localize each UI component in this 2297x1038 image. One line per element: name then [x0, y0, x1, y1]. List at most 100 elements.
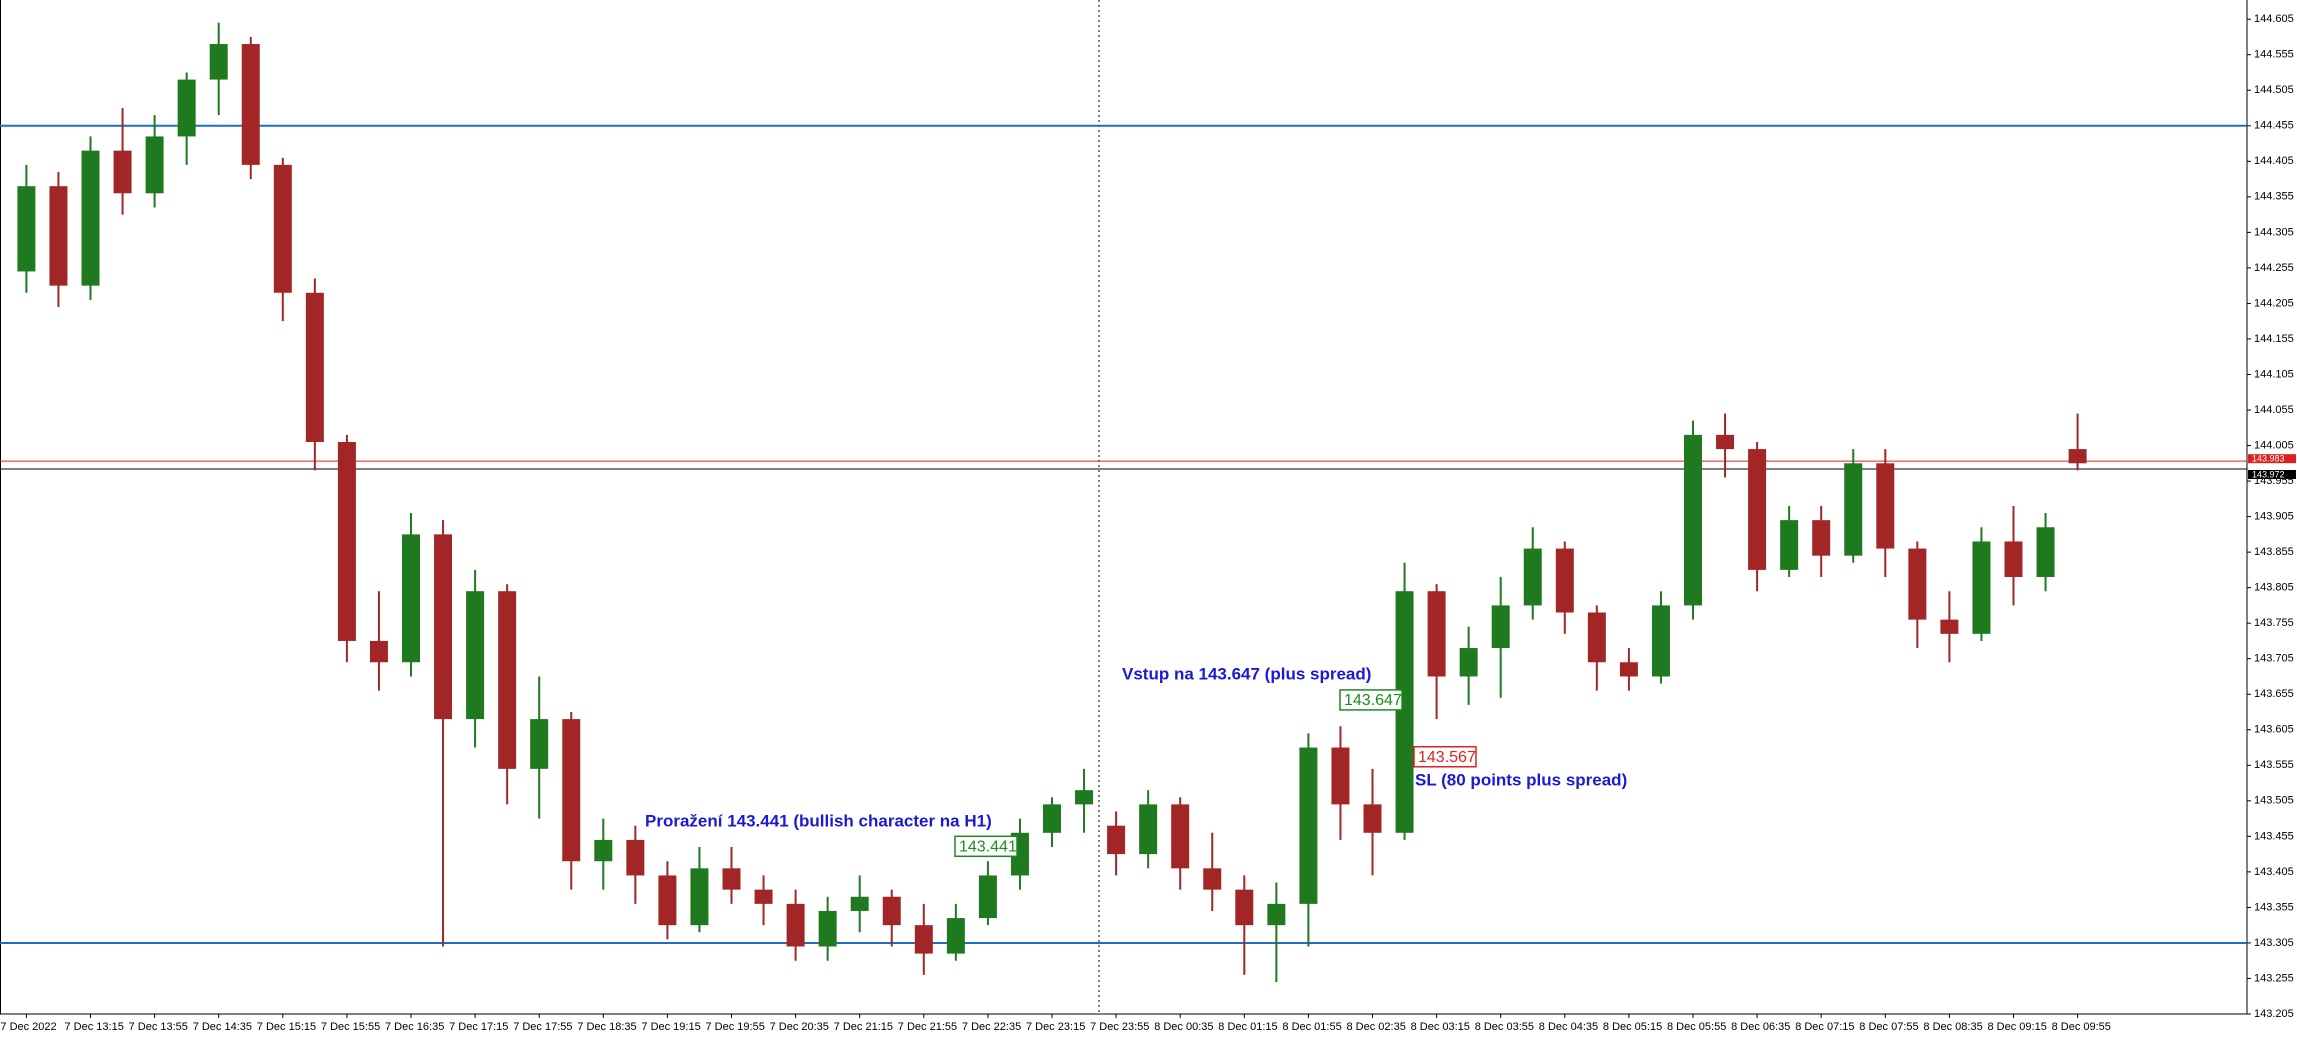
candle-body — [337, 441, 356, 641]
candle-body — [562, 719, 581, 862]
candle-body — [1395, 591, 1414, 833]
candle-body — [17, 186, 36, 272]
candle-body — [1587, 612, 1606, 663]
x-tick-label: 8 Dec 07:55 — [1859, 1021, 1918, 1033]
x-tick-label: 8 Dec 03:15 — [1411, 1021, 1470, 1033]
candle-body — [754, 889, 773, 904]
candle-body — [1331, 747, 1350, 805]
candle-body — [1651, 605, 1670, 677]
candle-body — [658, 875, 677, 926]
candle-body — [722, 868, 741, 890]
candle-body — [1171, 804, 1190, 869]
price-box-label: 143.567 — [1418, 749, 1476, 766]
candle-body — [1235, 889, 1254, 926]
candle-body — [1716, 434, 1735, 450]
candle-body — [1748, 449, 1767, 570]
candle-body — [113, 150, 132, 194]
candle-body — [1908, 548, 1927, 620]
candle-body — [1844, 463, 1863, 556]
candle-body — [1427, 591, 1446, 677]
y-tick-label: 143.855 — [2254, 546, 2294, 558]
x-tick-label: 7 Dec 20:35 — [770, 1021, 829, 1033]
candle-body — [530, 719, 549, 769]
price-box — [1339, 689, 1403, 711]
annotation: Proražení 143.441 (bullish character na … — [645, 811, 992, 830]
candle-body — [786, 903, 805, 947]
y-tick-label: 144.105 — [2254, 368, 2294, 380]
candle-body — [1876, 463, 1895, 549]
candle-body — [978, 875, 997, 919]
candle-body — [1972, 541, 1991, 634]
candle-body — [2004, 541, 2023, 577]
candle-body — [914, 925, 933, 954]
x-tick-label: 7 Dec 2022 — [0, 1021, 56, 1033]
y-tick-label: 144.355 — [2254, 191, 2294, 203]
candle-body — [818, 910, 837, 947]
y-tick-label: 144.505 — [2254, 84, 2294, 96]
candle-body — [1075, 790, 1094, 805]
y-tick-label: 143.205 — [2254, 1008, 2294, 1020]
candle-body — [241, 44, 260, 165]
y-tick-label: 143.505 — [2254, 795, 2294, 807]
x-tick-label: 7 Dec 19:55 — [706, 1021, 765, 1033]
x-tick-label: 8 Dec 05:15 — [1603, 1021, 1662, 1033]
x-tick-label: 7 Dec 14:35 — [193, 1021, 252, 1033]
candle-body — [1203, 868, 1222, 890]
annotation: Vstup na 143.647 (plus spread) — [1122, 664, 1371, 683]
x-tick-label: 8 Dec 02:35 — [1347, 1021, 1406, 1033]
y-tick-label: 144.205 — [2254, 297, 2294, 309]
x-tick-label: 8 Dec 05:55 — [1667, 1021, 1726, 1033]
price-box — [954, 835, 1018, 858]
candle-body — [1684, 434, 1702, 606]
x-tick-label: 8 Dec 08:35 — [1923, 1021, 1982, 1033]
x-tick-label: 7 Dec 23:15 — [1026, 1021, 1085, 1033]
y-tick-label: 143.805 — [2254, 582, 2294, 594]
y-tick-label: 143.605 — [2254, 724, 2294, 736]
candle-body — [850, 896, 869, 911]
candle-body — [1299, 747, 1318, 904]
candle-body — [177, 79, 196, 137]
price-tag-label: 143.972 — [2252, 469, 2285, 479]
candle-body — [1555, 548, 1574, 613]
x-tick-label: 8 Dec 09:15 — [1988, 1021, 2047, 1033]
annotation: SL (80 points plus spread) — [1415, 770, 1627, 789]
x-tick-label: 7 Dec 13:55 — [129, 1021, 188, 1033]
x-tick-label: 7 Dec 18:35 — [577, 1021, 636, 1033]
y-tick-label: 144.555 — [2254, 49, 2294, 61]
candle-body — [1459, 648, 1478, 677]
candle-body — [434, 534, 453, 720]
y-tick-label: 143.705 — [2254, 653, 2294, 665]
candle-body — [1139, 804, 1158, 855]
x-tick-label: 7 Dec 19:15 — [641, 1021, 700, 1033]
candle-body — [305, 292, 324, 442]
candle-body — [2036, 527, 2055, 577]
candle-body — [1780, 520, 1799, 570]
x-tick-label: 8 Dec 09:55 — [2052, 1021, 2111, 1033]
candle-body — [1267, 903, 1286, 926]
x-tick-label: 7 Dec 17:15 — [449, 1021, 508, 1033]
candle-body — [1043, 804, 1061, 833]
price-tag-label: 143.983 — [2252, 454, 2285, 464]
y-tick-label: 143.305 — [2254, 937, 2294, 949]
candle-body — [369, 640, 388, 663]
x-tick-label: 8 Dec 07:15 — [1795, 1021, 1854, 1033]
candle-body — [2068, 449, 2087, 464]
y-tick-label: 143.555 — [2254, 759, 2294, 771]
candle-body — [1363, 804, 1382, 833]
y-tick-label: 144.155 — [2254, 333, 2294, 345]
price-box — [1413, 746, 1477, 768]
candle-body — [1619, 662, 1638, 677]
candle-body — [594, 839, 613, 862]
price-tag — [2248, 469, 2296, 479]
y-tick-label: 144.455 — [2254, 120, 2294, 132]
x-tick-label: 7 Dec 13:15 — [65, 1021, 124, 1033]
y-tick-label: 143.405 — [2254, 866, 2294, 878]
x-tick-label: 7 Dec 17:55 — [513, 1021, 572, 1033]
candle-body — [81, 150, 100, 286]
x-tick-label: 8 Dec 01:55 — [1282, 1021, 1341, 1033]
y-tick-label: 144.405 — [2254, 155, 2294, 167]
x-tick-label: 7 Dec 21:15 — [834, 1021, 893, 1033]
price-tag — [2248, 454, 2296, 464]
x-tick-label: 8 Dec 01:15 — [1218, 1021, 1277, 1033]
